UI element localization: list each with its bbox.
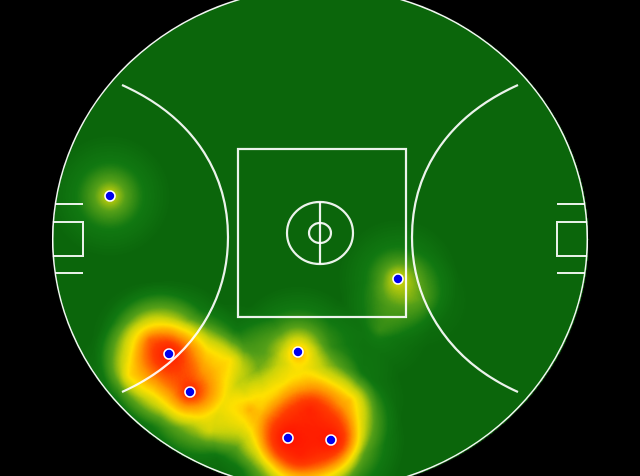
- shot-location-marker[interactable]: [282, 432, 294, 444]
- goal-square-left: [52, 221, 84, 257]
- fifty-metre-arc-right: [410, 83, 519, 394]
- shot-location-markers[interactable]: [104, 190, 404, 446]
- shot-location-marker[interactable]: [163, 348, 175, 360]
- shot-location-marker[interactable]: [325, 434, 337, 446]
- fifty-metre-arc-left: [121, 83, 230, 394]
- center-square: [236, 147, 408, 319]
- shot-location-marker[interactable]: [104, 190, 116, 202]
- shot-location-marker[interactable]: [292, 346, 304, 358]
- goal-squares: [52, 221, 588, 257]
- shot-location-marker[interactable]: [392, 273, 404, 285]
- behind-posts: [55, 203, 585, 274]
- goal-square-right: [556, 221, 588, 257]
- shot-location-marker[interactable]: [184, 386, 196, 398]
